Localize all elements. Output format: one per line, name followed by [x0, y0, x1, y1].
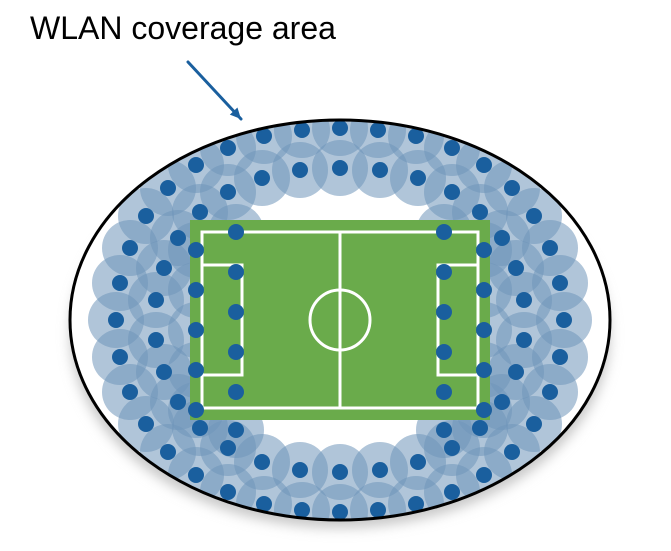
ap-dot — [160, 180, 176, 196]
ap-dot — [332, 160, 348, 176]
ap-dot — [494, 394, 510, 410]
ap-dot — [228, 422, 244, 438]
ap-dot — [542, 240, 558, 256]
ap-dot — [188, 467, 204, 483]
ap-dot — [228, 264, 244, 280]
ap-dot — [494, 230, 510, 246]
ap-dot — [436, 304, 452, 320]
ap-dot — [436, 224, 452, 240]
ap-dot — [332, 464, 348, 480]
ap-dot — [526, 208, 542, 224]
ap-dot — [556, 312, 572, 328]
ap-dot — [228, 344, 244, 360]
ap-dot — [410, 454, 426, 470]
ap-dot — [444, 484, 460, 500]
ap-dot — [220, 484, 236, 500]
ap-dot — [188, 402, 204, 418]
ap-dot — [516, 332, 532, 348]
ap-dot — [170, 230, 186, 246]
ap-dot — [332, 120, 348, 136]
ap-dot — [122, 384, 138, 400]
ap-dot — [476, 362, 492, 378]
ap-dot — [294, 122, 310, 138]
ap-dot — [504, 444, 520, 460]
ap-dot — [516, 292, 532, 308]
ap-dot — [476, 322, 492, 338]
ap-dot — [508, 364, 524, 380]
ap-dot — [160, 444, 176, 460]
ap-dot — [444, 184, 460, 200]
ap-dot — [476, 242, 492, 258]
ap-dot — [138, 208, 154, 224]
ap-dot — [188, 362, 204, 378]
ap-dot — [542, 384, 558, 400]
ap-dot — [370, 502, 386, 518]
ap-dot — [372, 462, 388, 478]
ap-dot — [476, 467, 492, 483]
ap-dot — [476, 157, 492, 173]
ap-dot — [156, 260, 172, 276]
ap-dot — [436, 384, 452, 400]
ap-dot — [188, 242, 204, 258]
ap-dot — [254, 454, 270, 470]
ap-dot — [188, 157, 204, 173]
ap-dot — [294, 502, 310, 518]
ap-dot — [444, 140, 460, 156]
ap-dot — [220, 140, 236, 156]
ap-dot — [156, 364, 172, 380]
ap-dot — [112, 275, 128, 291]
ap-dot — [370, 122, 386, 138]
ap-dot — [476, 402, 492, 418]
ap-dot — [188, 282, 204, 298]
ap-dot — [108, 312, 124, 328]
ap-dot — [372, 162, 388, 178]
ap-dot — [436, 344, 452, 360]
ap-dot — [112, 349, 128, 365]
ap-dot — [228, 384, 244, 400]
ap-dot — [220, 440, 236, 456]
ap-dot — [410, 170, 426, 186]
ap-dot — [436, 422, 452, 438]
ap-dot — [228, 304, 244, 320]
ap-dot — [122, 240, 138, 256]
ap-dot — [472, 420, 488, 436]
ap-dot — [148, 292, 164, 308]
ap-dot — [254, 170, 270, 186]
ap-dot — [170, 394, 186, 410]
ap-dot — [292, 462, 308, 478]
ap-dot — [332, 504, 348, 520]
ap-dot — [552, 275, 568, 291]
ap-dot — [552, 349, 568, 365]
ap-dot — [444, 440, 460, 456]
ap-dot — [192, 420, 208, 436]
ap-dot — [476, 282, 492, 298]
ap-dot — [138, 416, 154, 432]
ap-dot — [220, 184, 236, 200]
ap-dot — [148, 332, 164, 348]
ap-dot — [192, 204, 208, 220]
diagram-canvas — [0, 0, 671, 551]
ap-dot — [292, 162, 308, 178]
ap-dot — [504, 180, 520, 196]
ap-dot — [472, 204, 488, 220]
pointer-arrow — [188, 62, 241, 119]
ap-dot — [188, 322, 204, 338]
ap-dot — [436, 264, 452, 280]
ap-dot — [228, 224, 244, 240]
ap-dot — [526, 416, 542, 432]
ap-dot — [508, 260, 524, 276]
